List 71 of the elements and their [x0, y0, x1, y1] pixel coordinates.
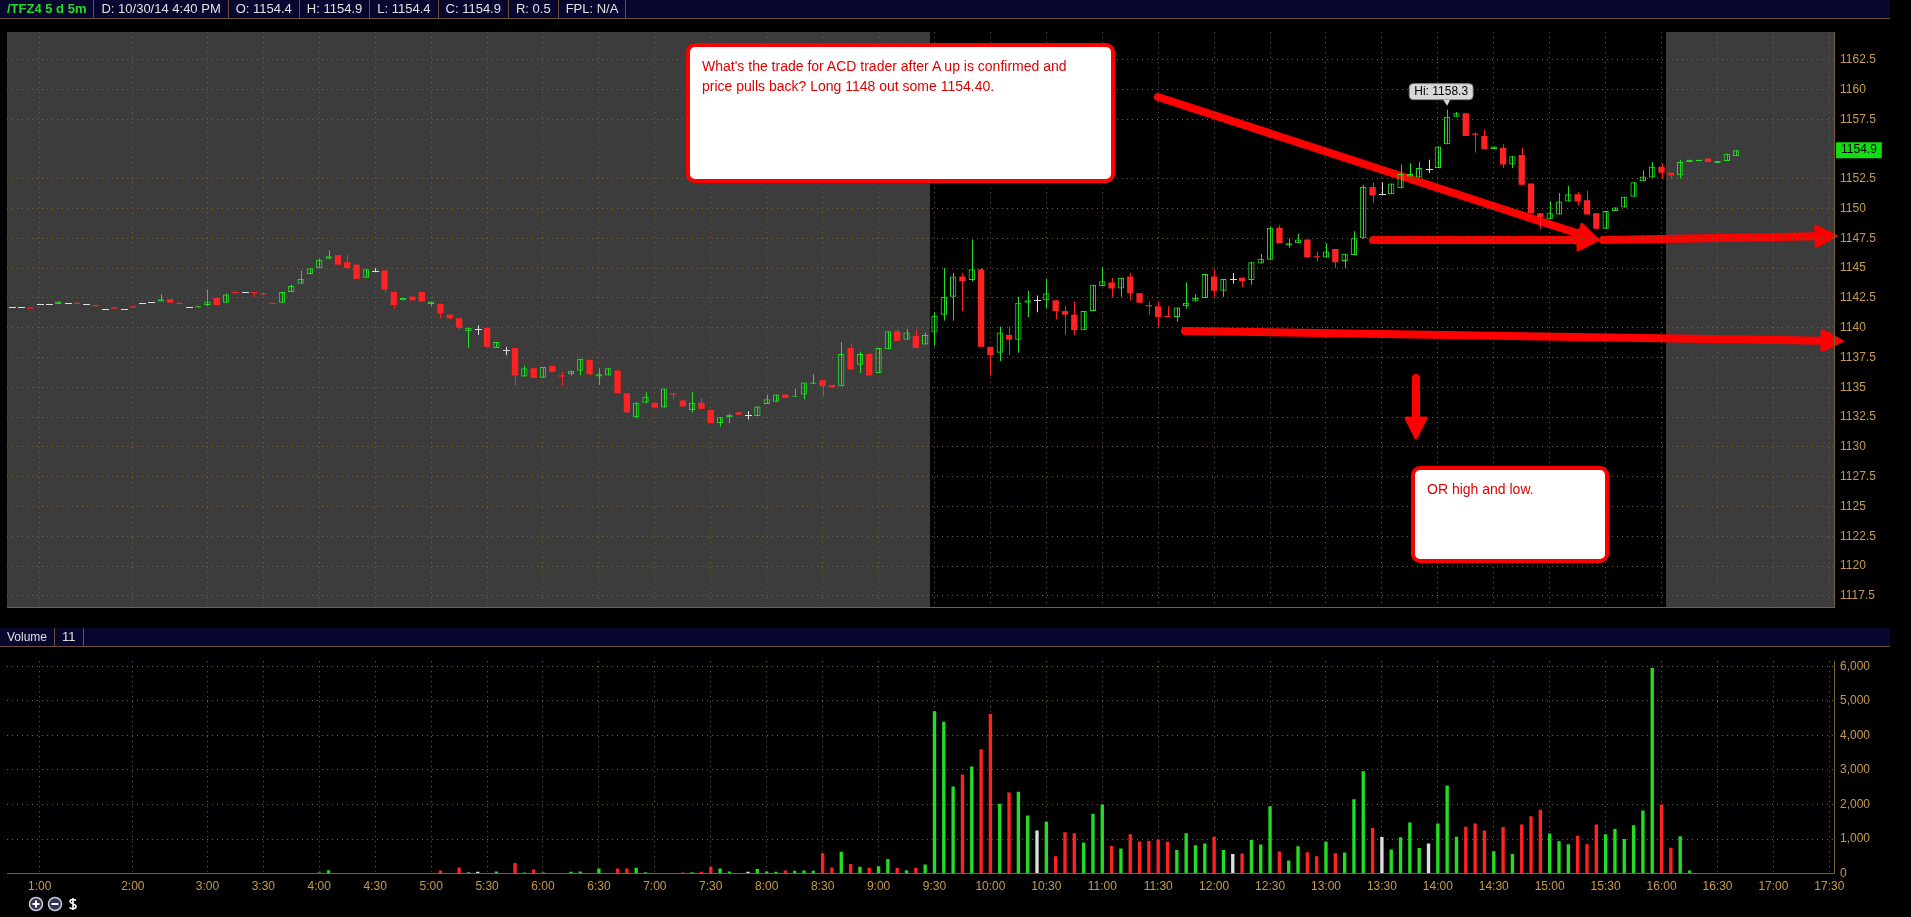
x-tick-label: 11:00 — [1087, 879, 1118, 894]
x-tick-label: 5:30 — [475, 879, 500, 894]
x-tick-label: 10:30 — [1031, 879, 1062, 894]
x-tick-label: 12:30 — [1255, 879, 1286, 894]
x-tick-label: 7:30 — [699, 879, 723, 894]
y-tick-label: 1137.5 — [1840, 349, 1877, 364]
y-tick-label: 1127.5 — [1840, 469, 1877, 484]
x-tick-label: 13:00 — [1310, 879, 1342, 894]
text: R: 0.5 — [508, 0, 559, 18]
y-tick-label: 4,000 — [1840, 727, 1871, 742]
y-tick-label: 1140 — [1840, 320, 1867, 335]
x-tick-label: 4:30 — [363, 879, 388, 894]
x-tick-label: 4:00 — [307, 879, 332, 894]
x-tick-label: 5:00 — [419, 879, 444, 894]
callout: OR high and low. — [1411, 466, 1609, 563]
y-tick-label: 1157.5 — [1840, 111, 1877, 126]
y-tick-label: 1125 — [1840, 498, 1867, 513]
y-tick-label: 1122.5 — [1840, 528, 1877, 543]
text: FPL: N/A — [558, 0, 627, 18]
y-tick-label: 1142.5 — [1840, 290, 1877, 305]
x-tick-label: 8:30 — [810, 879, 835, 894]
text: 11 — [55, 628, 84, 646]
x-tick-label: 14:00 — [1422, 879, 1454, 894]
y-tick-label: 1130 — [1840, 439, 1867, 454]
text: D: 10/30/14 4:40 PM — [94, 0, 229, 18]
text: C: 1154.9 — [438, 0, 509, 18]
x-tick-label: 6:00 — [531, 879, 555, 894]
y-tick-label: 1152.5 — [1840, 171, 1877, 186]
x-tick-label: 17:30 — [1814, 879, 1845, 894]
text: H: 1154.9 — [299, 0, 371, 18]
y-tick-label: 1120 — [1840, 558, 1867, 573]
x-tick-label: 12:00 — [1199, 879, 1230, 894]
y-tick-label: 1132.5 — [1840, 409, 1877, 424]
y-tick-label: 1162.5 — [1840, 51, 1877, 66]
x-tick-label: 2:00 — [121, 879, 145, 894]
annotation: Hi: 1158.3 — [1414, 83, 1469, 98]
chart-title: /TFZ4 5 d 5m — [0, 0, 95, 18]
x-tick-label: 9:30 — [922, 879, 947, 894]
text: O: 1154.4 — [228, 0, 300, 18]
y-tick-label: 3,000 — [1840, 762, 1871, 777]
chart-title: Volume — [0, 628, 56, 646]
y-tick-label: 1160 — [1840, 81, 1867, 96]
x-tick-label: 16:30 — [1702, 879, 1733, 894]
x-tick-label: 13:30 — [1366, 879, 1398, 894]
x-tick-label: 9:00 — [866, 879, 891, 894]
x-tick-label: 6:30 — [587, 879, 611, 894]
text: 1154.9 — [1841, 142, 1878, 157]
x-tick-label: 1:00 — [27, 879, 52, 894]
y-tick-label: 1135 — [1840, 379, 1867, 394]
y-tick-label: 6,000 — [1840, 658, 1871, 673]
y-tick-label: 0 — [1840, 865, 1847, 880]
x-tick-label: 3:30 — [251, 879, 276, 894]
y-tick-label: 1150 — [1840, 200, 1867, 215]
x-tick-label: 17:00 — [1758, 879, 1789, 894]
text: L: 1154.4 — [370, 0, 439, 18]
y-tick-label: 1117.5 — [1840, 588, 1876, 603]
x-tick-label: 14:30 — [1478, 879, 1510, 894]
x-tick-label: 16:00 — [1646, 879, 1677, 894]
callout: What's the trade for ACD trader after A up is confirmed and price pulls back? Long 1148 out some 1154.40. — [686, 43, 1115, 183]
x-tick-label: 15:30 — [1590, 879, 1621, 894]
x-tick-label: 8:00 — [755, 879, 779, 894]
x-tick-label: 7:00 — [643, 879, 667, 894]
x-tick-label: 3:00 — [195, 879, 220, 894]
x-tick-label: 10:00 — [975, 879, 1006, 894]
y-tick-label: 1145 — [1840, 260, 1867, 275]
y-tick-label: 1,000 — [1840, 831, 1871, 846]
x-tick-label: 11:30 — [1143, 879, 1174, 894]
y-tick-label: 5,000 — [1840, 693, 1871, 708]
x-tick-label: 15:00 — [1534, 879, 1566, 894]
y-tick-label: 2,000 — [1840, 796, 1871, 811]
y-tick-label: 1147.5 — [1840, 230, 1877, 245]
